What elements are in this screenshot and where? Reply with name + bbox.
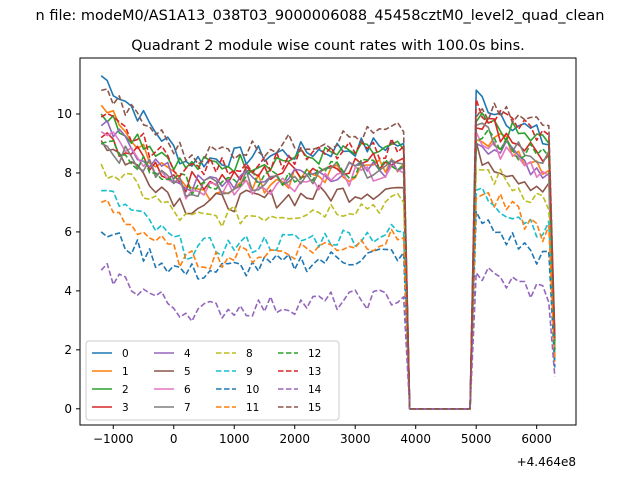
y-tick-label: 8: [64, 166, 72, 180]
legend-label-12: 12: [308, 348, 321, 360]
legend-label-13: 13: [308, 366, 321, 378]
legend-label-9: 9: [246, 366, 253, 378]
series-line-15: [101, 88, 556, 410]
legend-label-5: 5: [184, 366, 191, 378]
series-line-9: [101, 187, 556, 410]
series-line-0: [100, 75, 556, 410]
legend-label-11: 11: [246, 402, 259, 414]
series-line-13: [100, 98, 556, 410]
legend-label-8: 8: [246, 348, 253, 360]
legend-label-10: 10: [246, 384, 259, 396]
legend-label-7: 7: [184, 402, 191, 414]
series-line-5: [100, 140, 556, 410]
x-tick-label: 2000: [279, 432, 310, 446]
legend-label-1: 1: [122, 366, 129, 378]
x-tick-label: 4000: [400, 432, 431, 446]
x-axis-offset-label: +4.464e8: [517, 455, 576, 469]
legend-label-15: 15: [308, 402, 321, 414]
x-tick-label: 5000: [461, 432, 492, 446]
series-line-10: [100, 210, 556, 410]
series-line-12: [100, 128, 556, 410]
series-line-14: [100, 262, 556, 410]
x-axis: −1000 0 1000 2000 3000 4000 5000 6000: [93, 425, 552, 446]
y-axis: 0 2 4 6 8 10: [57, 107, 80, 416]
series-line-11: [100, 191, 556, 410]
legend-label-14: 14: [308, 384, 322, 396]
y-tick-label: 2: [64, 343, 72, 357]
series-line-4: [100, 120, 556, 410]
legend-label-0: 0: [122, 348, 129, 360]
x-tick-label: 3000: [340, 432, 371, 446]
chart-suptitle: n file: modeM0/AS1A13_038T03_9000006088_…: [36, 8, 605, 24]
legend-label-2: 2: [122, 384, 129, 396]
legend-label-6: 6: [184, 384, 191, 396]
series-line-8: [100, 163, 556, 410]
y-tick-label: 10: [57, 107, 72, 121]
legend-box: [85, 340, 340, 421]
y-tick-label: 4: [64, 284, 72, 298]
x-tick-label: 6000: [521, 432, 552, 446]
legend-label-4: 4: [184, 348, 191, 360]
series-layer: [100, 75, 556, 410]
plot-area-frame: [79, 57, 577, 426]
x-tick-label: 0: [170, 432, 178, 446]
series-line-1: [100, 104, 556, 410]
legend-label-3: 3: [122, 402, 129, 414]
x-tick-label: 1000: [219, 432, 250, 446]
y-tick-label: 0: [64, 402, 72, 416]
y-tick-label: 6: [64, 225, 72, 239]
chart-title: Quadrant 2 module wise count rates with …: [131, 38, 525, 54]
x-tick-label: −1000: [93, 432, 134, 446]
